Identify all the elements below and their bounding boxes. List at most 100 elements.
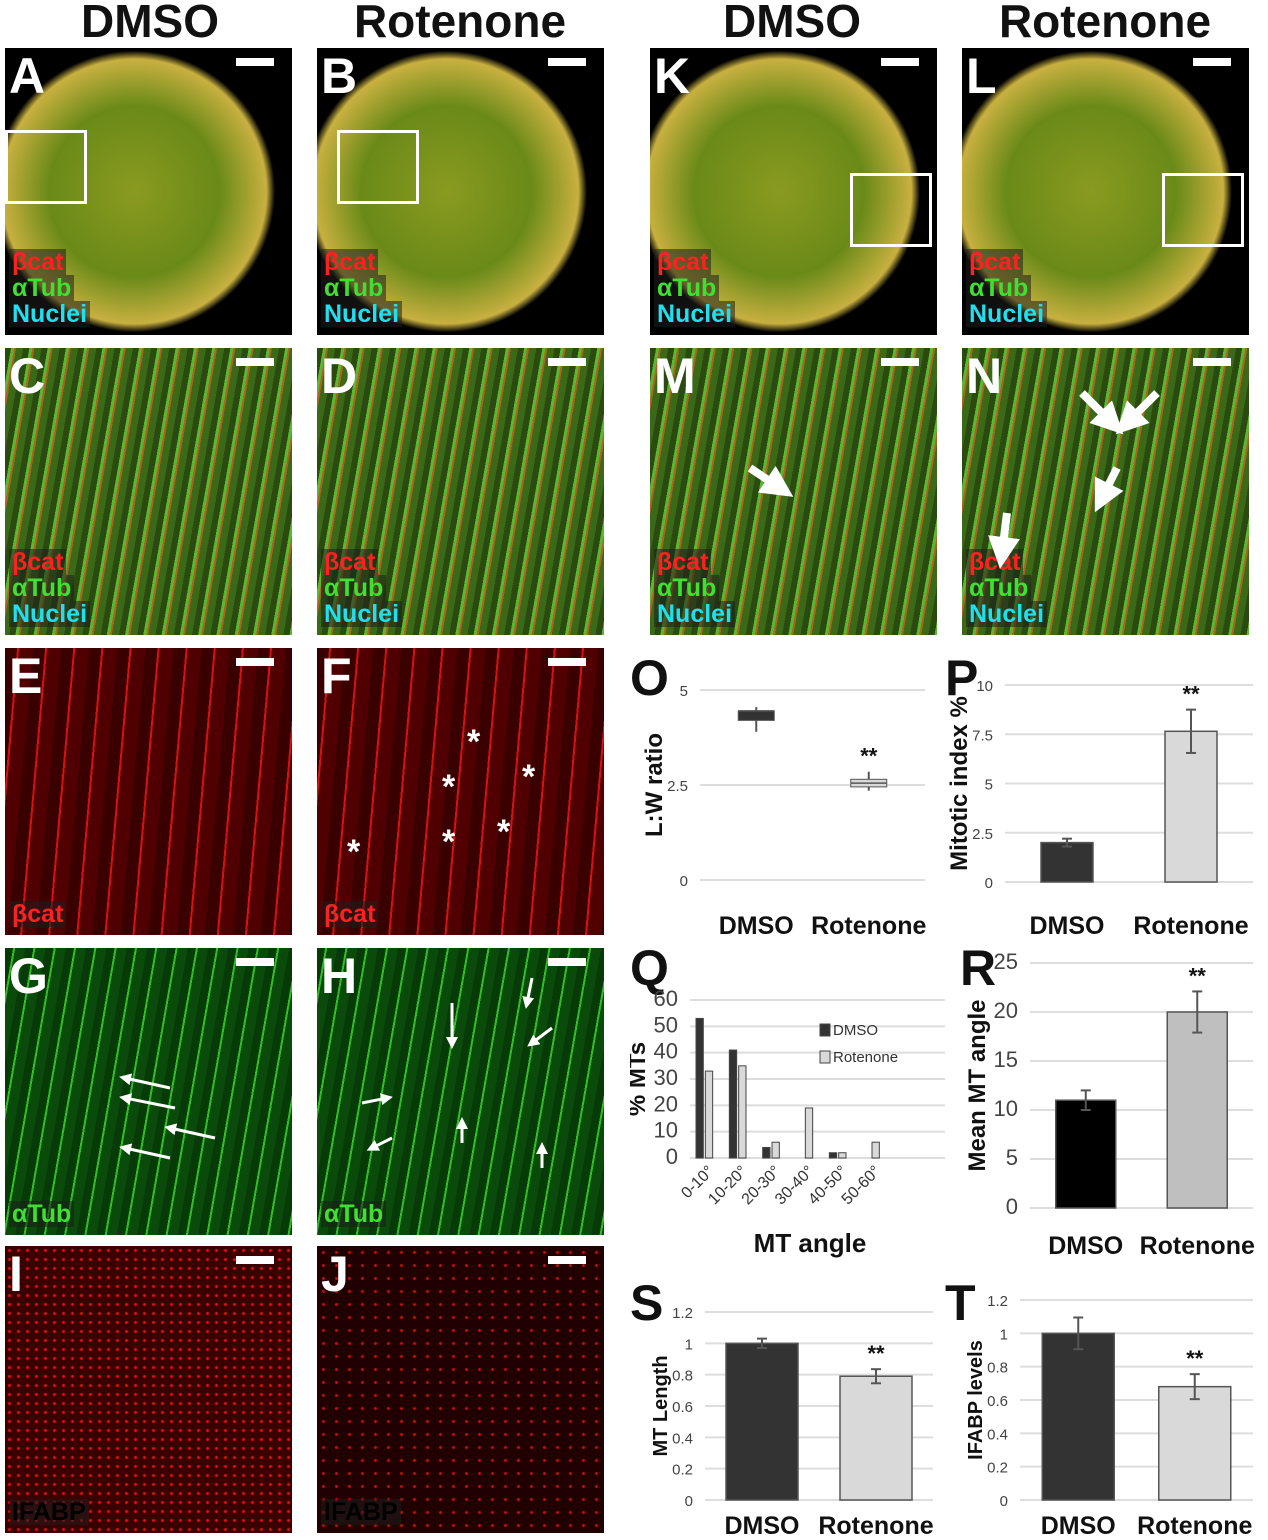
y-tick-label: 5: [985, 777, 993, 794]
chart-panel-letter: R: [960, 940, 997, 996]
channel-label-nuclei: Nuclei: [654, 601, 736, 627]
bar-dmso: [828, 1152, 838, 1159]
channel-label-bcat: βcat: [654, 549, 712, 575]
scale-bar: [236, 358, 274, 366]
x-category-label: DMSO: [1048, 1232, 1123, 1260]
channel-label-bcat: βcat: [654, 249, 712, 275]
y-tick-label: 0.6: [987, 1393, 1008, 1410]
panel-letter: L: [966, 48, 997, 104]
channel-label-ifabp: IFABP: [9, 1499, 89, 1525]
channel-label-nuclei: Nuclei: [9, 601, 91, 627]
y-axis-label: IFABP levels: [965, 1340, 987, 1460]
y-tick-label: 0: [985, 875, 993, 892]
arrow-icon: [522, 977, 535, 1009]
inset-box: [850, 173, 932, 247]
y-tick-label: 0.6: [672, 1399, 693, 1416]
channel-label-atub: αTub: [9, 275, 75, 301]
channel-label-bcat: βcat: [966, 249, 1024, 275]
y-axis-label: Mitotic index %: [946, 696, 973, 871]
arrow-overlay: [747, 464, 794, 497]
asterisk-mark: *: [497, 813, 511, 851]
chart-panel-letter: P: [945, 650, 979, 706]
channel-label-nuclei: Nuclei: [966, 601, 1048, 627]
chart-panel-letter: O: [630, 650, 669, 706]
bar-dmso: [1041, 1332, 1115, 1501]
y-tick-label: 2.5: [667, 778, 688, 795]
channel-label-atub: αTub: [9, 575, 75, 601]
y-tick-label: 0.8: [987, 1360, 1008, 1377]
channel-label-atub: αTub: [654, 275, 720, 301]
bar-rotenone: [738, 1065, 747, 1159]
channel-label-bcat: βcat: [321, 901, 379, 927]
scale-bar: [236, 1256, 274, 1264]
bar-dmso: [725, 1342, 799, 1501]
y-axis-label: Mean MT angle: [964, 999, 991, 1171]
channel-label-atub: αTub: [321, 275, 387, 301]
panel-letter: I: [9, 1246, 23, 1302]
micrograph-panel-j: J IFABP: [317, 1246, 604, 1533]
y-tick-label: 0.4: [672, 1430, 693, 1447]
scale-bar: [548, 658, 586, 666]
channel-label-bcat: βcat: [9, 901, 67, 927]
y-tick-label: 0.2: [672, 1462, 693, 1479]
asterisk-mark: *: [522, 758, 536, 796]
y-tick-label: 60: [654, 986, 678, 1011]
chart-panel-letter: Q: [630, 940, 669, 996]
chart-t: 0 0.2 0.4 0.6 0.8 1 1.2 IFABP levels ** DMSO Roten…: [965, 1293, 1253, 1540]
channel-label-atub: αTub: [321, 575, 387, 601]
micrograph-panel-i: I IFABP: [5, 1246, 292, 1533]
channel-label-nuclei: Nuclei: [654, 301, 736, 327]
bar-rotenone: [871, 1141, 880, 1159]
y-tick-label: 0.8: [672, 1368, 693, 1385]
channel-label-bcat: βcat: [9, 549, 67, 575]
panel-letter: G: [9, 948, 48, 1004]
bar-rotenone: [704, 1070, 714, 1159]
bar-dmso: [762, 1146, 771, 1159]
panel-letter: F: [321, 648, 352, 704]
header-rotenone-1: Rotenone: [353, 0, 567, 47]
arrow-icon: [1079, 390, 1124, 435]
channel-label-bcat: βcat: [9, 249, 67, 275]
y-tick-label: 15: [994, 1047, 1018, 1072]
y-axis-label: L:W ratio: [641, 733, 668, 837]
y-tick-label: 0: [1006, 1194, 1018, 1219]
y-tick-label: 30: [654, 1065, 678, 1090]
asterisk-mark: *: [467, 723, 481, 761]
header-rotenone-2: Rotenone: [998, 0, 1212, 47]
panel-letter: J: [321, 1246, 349, 1302]
panel-letter: M: [654, 348, 696, 404]
panel-letter: A: [9, 48, 46, 104]
y-tick-label: 20: [654, 1091, 678, 1116]
y-tick-label: 0: [685, 1493, 693, 1510]
x-category-label: Rotenone: [1140, 1232, 1255, 1260]
scale-bar: [881, 358, 919, 366]
y-tick-label: 1.2: [672, 1305, 693, 1322]
arrow-icon: [119, 1093, 176, 1110]
scale-bar: [548, 58, 586, 66]
arrow-icon: [1094, 466, 1124, 513]
y-tick-label: 0.2: [987, 1460, 1008, 1477]
asterisk-mark: *: [347, 833, 361, 871]
box-dmso: [737, 710, 775, 721]
y-tick-label: 10: [994, 1096, 1018, 1121]
bar-dmso: [728, 1049, 738, 1159]
y-tick-label: 10: [976, 678, 993, 695]
chart-s: 0 0.2 0.4 0.6 0.8 1 1.2 MT Length ** DMSO Rotenone: [650, 1305, 934, 1540]
y-tick-label: 5: [1006, 1145, 1018, 1170]
y-tick-label: 0: [1000, 1493, 1008, 1510]
y-tick-label: 50: [654, 1012, 678, 1037]
bar-rotenone: [1164, 730, 1218, 883]
scale-bar: [1193, 58, 1231, 66]
bar-dmso: [1040, 841, 1094, 883]
bar-rotenone: [804, 1107, 814, 1159]
y-tick-label: 5: [680, 683, 688, 700]
y-tick-label: 0: [666, 1144, 678, 1169]
